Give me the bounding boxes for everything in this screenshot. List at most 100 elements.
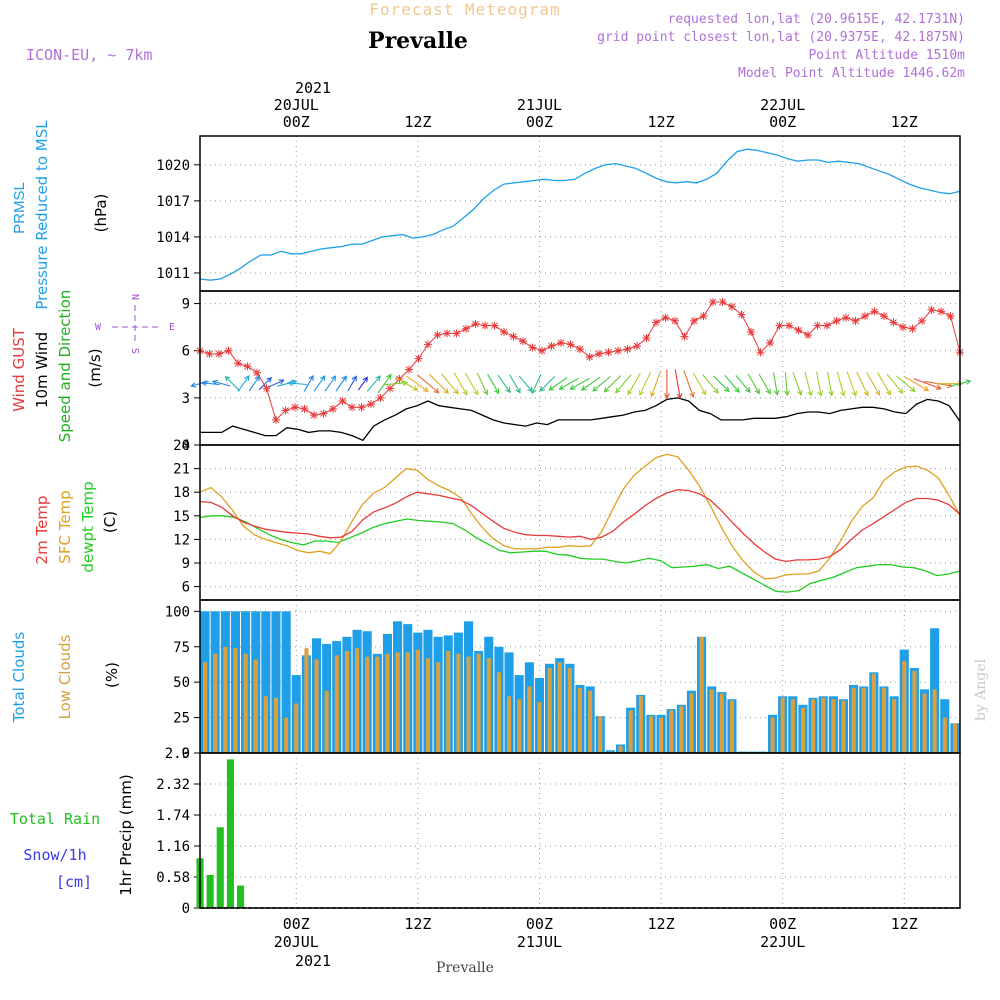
low-cloud-bar [203,662,208,753]
point-altitude: Point Altitude 1510m [808,48,965,63]
gust-marker [528,343,537,352]
wind-arrow [539,376,556,392]
wind-arrow [464,372,479,396]
low-cloud-bar [800,707,805,753]
low-cloud-bar [253,659,258,753]
pressure-label-1: PRMSL [11,182,28,234]
wind-dir-label: Speed and Direction [56,290,74,443]
top-hour-label: 12Z [648,113,675,131]
low-cloud-bar [436,662,441,753]
gust-marker [395,375,404,383]
precip-panel: 00.581.161.742.322.9 Total Rain Snow/1h … [10,746,961,917]
wind-arrow [237,374,250,392]
low-cloud-bar [274,697,279,754]
low-cloud-bar [648,716,653,753]
y-tick-label: 9 [182,297,190,313]
wind-arrow [702,374,719,394]
wind-arrow [377,373,392,394]
wind-arrow [324,375,337,392]
y-tick-label: 2.32 [156,777,190,793]
bottom-hour-label: 00Z [526,915,553,933]
dewpoint-line [199,515,961,593]
gust-marker [880,312,888,321]
rain-bar [216,827,224,908]
wind-arrow [886,373,904,394]
gust-marker [538,346,546,355]
gust-marker [823,321,831,330]
wind-arrow [772,372,780,396]
low-cloud-bar [365,656,370,753]
gust-marker [813,321,822,330]
gust-marker [680,332,689,341]
gust-marker [623,345,632,354]
wind-arrow [453,372,468,396]
low-cloud-bar [517,699,522,753]
top-hour-label: 12Z [891,113,918,131]
low-cloud-bar [628,710,633,753]
precip-y-ticks: 0 0.58 1.16 1.74 2.32 2.9 [156,746,200,917]
gust-marker [519,337,527,346]
gust-marker [462,324,470,333]
wind-arrow [592,376,611,392]
wind-arrow [846,371,858,397]
gust-marker [946,312,955,321]
gust-marker [376,393,385,402]
bottom-date-label: 21JUL [517,933,562,951]
temperature-y-ticks: 6 9 12 15 18 21 24 [173,438,200,596]
wind-arrow [200,380,220,387]
requested-coords: requested lon,lat (20.9615E, 42.1731N) [668,12,965,27]
wind-arrow [913,378,942,390]
low-clouds-label: Low Clouds [56,634,74,719]
wind-arrow [357,376,368,391]
y-tick-label: 1020 [156,158,190,174]
wind-arrow [416,374,440,394]
low-cloud-bar [912,670,917,753]
low-cloud-bar [355,648,360,753]
wind-direction-arrows [190,369,972,400]
y-tick-label: 2.9 [165,746,190,762]
low-cloud-bar [780,697,785,754]
gust-marker [728,302,736,311]
gust-marker [595,349,603,358]
gust-marker [319,409,328,418]
wind-arrow [258,376,273,391]
bottom-hour-label: 12Z [404,915,431,933]
temperature-panel: 6 9 12 15 18 21 24 2m Temp SFC Temp dewpt Temp… [33,438,961,601]
temperature-unit: (C) [101,511,119,533]
gust-marker [329,404,337,413]
gust-marker [215,349,223,358]
wind-arrow [792,372,803,397]
low-cloud-bar [871,673,876,753]
footer-location: Prevalle [436,960,494,976]
low-cloud-bar [679,706,684,754]
compass-s: S [131,348,142,354]
wind-arrow [383,380,409,386]
compass-e: E [169,322,175,333]
y-tick-label: 50 [173,675,190,691]
total-cloud-bar [261,611,271,753]
watermark: by Angel [973,658,989,721]
low-cloud-bar [375,656,380,753]
y-tick-label: 0 [182,746,190,762]
y-tick-label: 25 [173,711,190,727]
y-tick-label: 6 [182,344,190,360]
precip-bars [196,759,245,908]
gust-marker [509,332,518,341]
gust-marker [737,310,746,319]
wind-arrow [784,372,790,397]
gust-marker [633,342,641,350]
precip-frame [199,752,961,909]
low-cloud-bar [942,717,947,753]
wind-arrow [603,375,622,393]
gust-marker [690,316,698,325]
y-tick-label: 1011 [156,266,190,282]
compass-w: W [95,322,102,333]
low-cloud-bar [578,687,583,753]
gust-marker [262,384,271,393]
gust-marker [490,321,499,330]
gust-marker [766,338,774,347]
gust-marker [652,318,660,327]
y-tick-label: 15 [173,509,190,525]
wind-arrow [487,373,500,395]
